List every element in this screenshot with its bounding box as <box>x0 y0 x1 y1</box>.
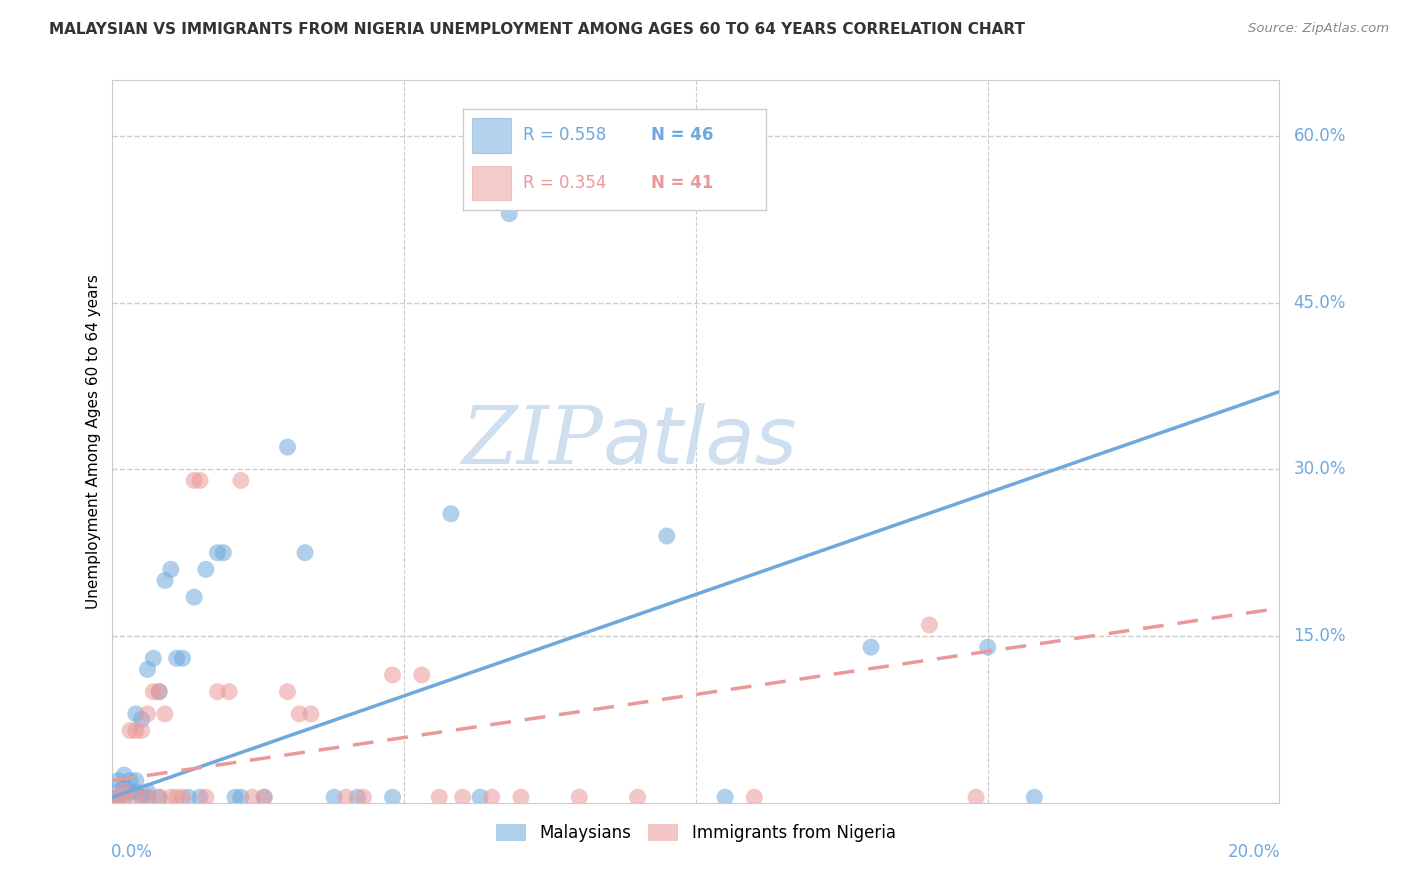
Point <box>107 790 129 805</box>
Point <box>427 790 450 805</box>
Point <box>299 706 322 721</box>
Point <box>860 640 883 655</box>
Point <box>112 779 135 793</box>
Point <box>112 785 135 799</box>
Point <box>160 790 183 805</box>
Point <box>481 790 503 805</box>
Point <box>136 790 159 805</box>
Point <box>714 790 737 805</box>
Text: MALAYSIAN VS IMMIGRANTS FROM NIGERIA UNEMPLOYMENT AMONG AGES 60 TO 64 YEARS CORR: MALAYSIAN VS IMMIGRANTS FROM NIGERIA UNE… <box>49 22 1025 37</box>
Point <box>125 773 148 788</box>
Point <box>160 562 183 576</box>
Point <box>229 474 252 488</box>
Point <box>188 474 211 488</box>
Point <box>253 790 276 805</box>
Point <box>335 790 357 805</box>
Point <box>136 785 159 799</box>
Point <box>112 790 135 805</box>
Point <box>381 668 404 682</box>
Point <box>323 790 346 805</box>
Point <box>440 507 463 521</box>
Point <box>411 668 433 682</box>
Point <box>183 474 205 488</box>
Point <box>218 684 240 698</box>
Point <box>509 790 531 805</box>
Text: 30.0%: 30.0% <box>1294 460 1346 478</box>
Text: 20.0%: 20.0% <box>1227 843 1281 861</box>
Point <box>153 706 176 721</box>
Legend: Malaysians, Immigrants from Nigeria: Malaysians, Immigrants from Nigeria <box>489 817 903 848</box>
Point <box>142 684 165 698</box>
Point <box>288 706 311 721</box>
Point <box>172 651 194 665</box>
Point <box>627 790 650 805</box>
Point <box>207 684 229 698</box>
Point <box>177 790 200 805</box>
Point <box>965 790 987 805</box>
Point <box>125 723 148 738</box>
Point <box>207 546 229 560</box>
Point <box>131 723 153 738</box>
Point <box>294 546 316 560</box>
Text: 45.0%: 45.0% <box>1294 293 1346 311</box>
Point <box>153 574 176 588</box>
Text: Source: ZipAtlas.com: Source: ZipAtlas.com <box>1249 22 1389 36</box>
Point <box>1024 790 1046 805</box>
Text: ZIP: ZIP <box>461 403 603 480</box>
Point <box>242 790 264 805</box>
Point <box>498 207 520 221</box>
Point <box>136 790 159 805</box>
Point <box>346 790 368 805</box>
Point <box>112 790 135 805</box>
Point <box>148 790 170 805</box>
Point <box>276 684 298 698</box>
Point <box>253 790 276 805</box>
Point <box>183 590 205 604</box>
Point <box>194 562 217 576</box>
Point <box>101 796 124 810</box>
Point <box>107 773 129 788</box>
Point <box>352 790 374 805</box>
Point <box>118 785 141 799</box>
Point <box>276 440 298 454</box>
Point <box>468 790 491 805</box>
Text: 60.0%: 60.0% <box>1294 127 1346 145</box>
Point <box>136 706 159 721</box>
Point <box>655 529 678 543</box>
Point <box>101 796 124 810</box>
Point <box>136 662 159 676</box>
Point <box>131 790 153 805</box>
Point <box>148 684 170 698</box>
Point <box>194 790 217 805</box>
Point <box>118 773 141 788</box>
Point <box>142 651 165 665</box>
Point <box>976 640 998 655</box>
Point <box>918 618 941 632</box>
Point <box>212 546 235 560</box>
Point <box>107 785 129 799</box>
Point <box>125 785 148 799</box>
Text: atlas: atlas <box>603 402 797 481</box>
Point <box>172 790 194 805</box>
Point <box>166 790 188 805</box>
Point <box>224 790 246 805</box>
Point <box>112 768 135 782</box>
Point <box>229 790 252 805</box>
Y-axis label: Unemployment Among Ages 60 to 64 years: Unemployment Among Ages 60 to 64 years <box>86 274 101 609</box>
Text: 15.0%: 15.0% <box>1294 627 1346 645</box>
Point <box>118 723 141 738</box>
Point <box>125 706 148 721</box>
Point <box>148 684 170 698</box>
Point <box>107 790 129 805</box>
Point <box>188 790 211 805</box>
Point <box>568 790 591 805</box>
Point <box>381 790 404 805</box>
Point <box>166 651 188 665</box>
Point <box>451 790 474 805</box>
Point <box>742 790 765 805</box>
Point <box>125 790 148 805</box>
Point <box>131 713 153 727</box>
Point <box>148 790 170 805</box>
Text: 0.0%: 0.0% <box>111 843 153 861</box>
